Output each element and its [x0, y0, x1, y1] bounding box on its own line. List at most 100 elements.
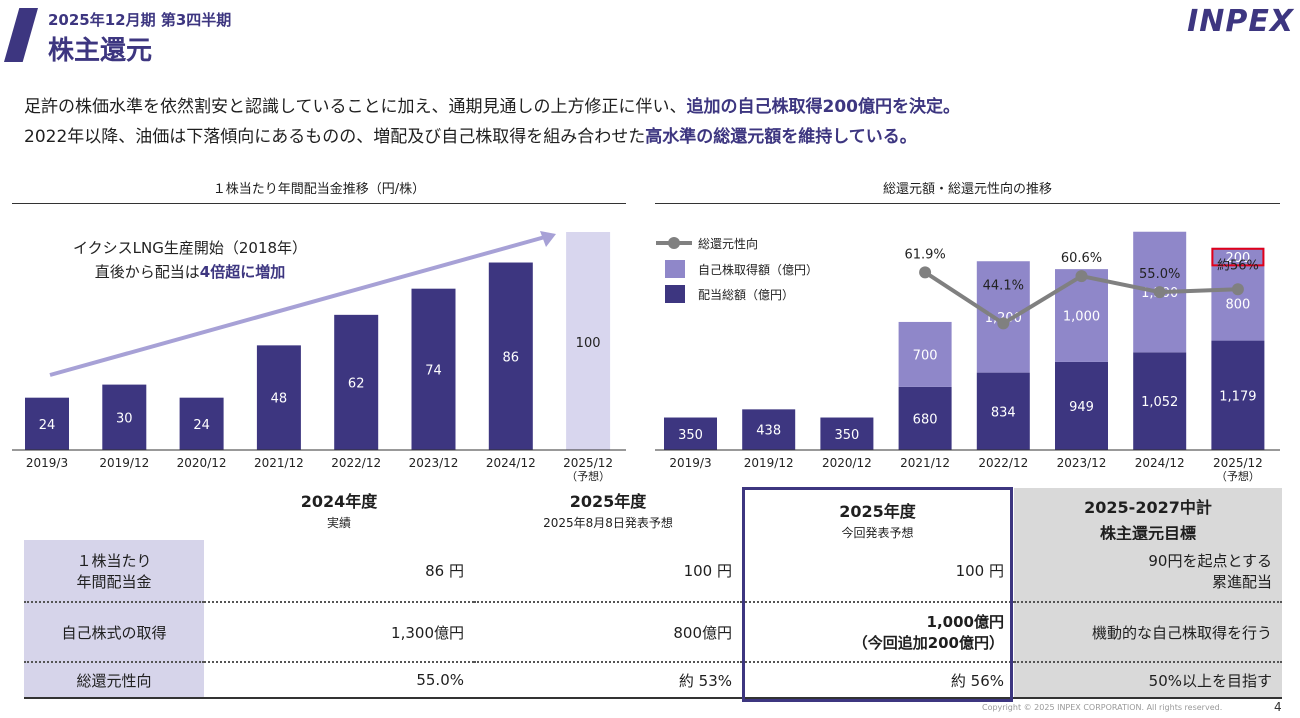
- return-x-tick: 2025/12: [1213, 456, 1263, 470]
- payout-ratio-point: [997, 317, 1010, 330]
- row-label-dividend-line1: １株当たり: [76, 551, 152, 570]
- dividend-total-bar-2024/12: [1133, 352, 1187, 450]
- title-accent-slash: [4, 8, 38, 62]
- dividend-annotation-line1: イクシスLNG生産開始（2018年）: [73, 239, 307, 257]
- payout-ratio-label: 60.6%: [1061, 251, 1102, 266]
- dividend-bar-2019/3: [25, 397, 69, 450]
- cell-dividend-target: 90円を起点とする累進配当: [1014, 540, 1282, 603]
- lead-line-1: 足許の株価水準を依然割安と認識していることに加え、通期見通しの上方修正に伴い、追…: [24, 92, 960, 117]
- lead-line-2: 2022年以降、油価は下落傾向にあるものの、増配及び自己株取得を組み合わせた高水…: [24, 122, 917, 147]
- dividend-value-label: 74: [425, 363, 442, 378]
- payout-ratio-point: [1075, 270, 1088, 283]
- dividend-total-bar-2022/12: [976, 372, 1030, 450]
- dividend-per-share-chart: 24 2019/3 30 2019/12 24 2020/12 48 2021/12 62 202…: [12, 231, 626, 483]
- buyback-label: 700: [913, 348, 938, 363]
- dividend-x-tick: 2021/12: [254, 456, 304, 470]
- buyback-bar-2022/12: [976, 261, 1030, 373]
- dividend-x-tick: 2024/12: [486, 456, 536, 470]
- return-x-tick: 2019/3: [669, 456, 711, 470]
- dividend-forecast-note: （予想）: [566, 469, 610, 483]
- page-title: 株主還元: [48, 36, 153, 66]
- dividend-total-label: 1,052: [1141, 395, 1178, 410]
- cell-dividend-target-line1: 90円を起点とする: [1148, 551, 1272, 570]
- return-forecast-note: （予想）: [1216, 469, 1260, 483]
- dividend-value-label: 62: [348, 376, 365, 391]
- cell-payout-2025-current: 約 56%: [742, 662, 1014, 699]
- table-header-midterm-sub: 株主還元目標: [1099, 524, 1196, 543]
- dividend-x-tick: 2025/12: [563, 456, 613, 470]
- dividend-total-bar-2019/3: [664, 417, 717, 450]
- table-header-midterm: 2025-2027中計 株主還元目標: [1014, 488, 1282, 543]
- copyright: Copyright © 2025 INPEX CORPORATION. All …: [982, 703, 1223, 712]
- lead-line-1-emphasis: 追加の自己株取得200億円を決定。: [686, 97, 961, 117]
- total-return-chart: 350 2019/3 438 2019/12 350 2020/12 680 700 2021/…: [655, 231, 1280, 483]
- dividend-value-label: 100: [576, 336, 601, 351]
- table-header-fy2024-sub: 実績: [326, 516, 351, 530]
- dividend-total-label: 438: [756, 424, 781, 439]
- cell-buyback-2025-current-line2: （今回追加200億円）: [852, 634, 1004, 652]
- dividend-chart-title-rule: [12, 203, 626, 204]
- added-buyback-highlight: [1211, 247, 1265, 267]
- return-x-tick: 2024/12: [1135, 456, 1185, 470]
- dividend-x-tick: 2019/12: [99, 456, 149, 470]
- payout-ratio-label: 61.9%: [904, 247, 945, 262]
- lead-line-1-text: 足許の株価水準を依然割安と認識していることに加え、通期見通しの上方修正に伴い、: [24, 97, 687, 117]
- return-chart-title-rule: [655, 203, 1280, 204]
- return-x-tick: 2022/12: [978, 456, 1028, 470]
- legend-buyback-label: 自己株取得額（億円）: [698, 262, 818, 277]
- legend-dividend-swatch: [665, 285, 685, 303]
- page-number: 4: [1274, 700, 1282, 714]
- dividend-value-label: 24: [39, 418, 56, 433]
- table-header-fy2025-current-title: 2025年度: [839, 502, 916, 521]
- dividend-bar-2025/12: [566, 232, 611, 450]
- dividend-total-label: 350: [834, 428, 859, 443]
- dividend-total-bar-2020/12: [820, 417, 874, 450]
- table-header-midterm-title: 2025-2027中計: [1084, 498, 1212, 517]
- cell-buyback-target: 機動的な自己株取得を行う: [1014, 602, 1282, 663]
- dividend-value-label: 24: [193, 418, 210, 433]
- dividend-value-label: 30: [116, 411, 133, 426]
- table-header-fy2025-current: 2025年度 今回発表予想: [742, 488, 1013, 540]
- dividend-total-label: 949: [1069, 400, 1094, 415]
- lead-line-2-emphasis: 高水準の総還元額を維持している。: [645, 127, 917, 147]
- legend-ratio-marker: [668, 237, 680, 249]
- dividend-total-bar-2021/12: [898, 386, 952, 450]
- cell-buyback-2025-aug: 800億円: [474, 602, 742, 663]
- dividend-bar-2019/12: [102, 384, 147, 450]
- cell-buyback-2025-current-line1: 1,000億円: [926, 613, 1004, 631]
- table-row: １株当たり 年間配当金 86 円 100 円 100 円 90円を起点とする 累進配…: [24, 540, 1282, 603]
- dividend-annotation-line2: 直後から配当は4倍超に増加: [95, 263, 285, 281]
- dividend-bar-2021/12: [256, 345, 301, 450]
- buyback-label: 800: [1225, 297, 1250, 312]
- growth-arrow-head: [540, 231, 556, 247]
- added-buyback-bar-2025/12: [1211, 247, 1265, 267]
- cell-buyback-2024: 1,300億円: [204, 602, 474, 663]
- cell-buyback-2025-current: 1,000億円 （今回追加200億円）: [742, 602, 1014, 663]
- return-chart-title: 総還元額・総還元性向の推移: [882, 182, 1052, 197]
- dividend-bar-2023/12: [411, 288, 456, 450]
- table-row: 自己株式の取得 1,300億円 800億円 1,000億円 （今回追加200億円）…: [24, 602, 1282, 663]
- dividend-value-label: 48: [271, 392, 288, 407]
- return-x-tick: 2021/12: [900, 456, 950, 470]
- payout-ratio-label: 44.1%: [983, 278, 1024, 293]
- row-label-buyback: 自己株式の取得: [24, 602, 204, 663]
- dividend-annotation-line2-text: 直後から配当は: [95, 263, 200, 281]
- cell-payout-2024: 55.0%: [204, 662, 474, 699]
- lead-line-2-text: 2022年以降、油価は下落傾向にあるものの、増配及び自己株取得を組み合わせた: [24, 127, 646, 147]
- dividend-total-label: 1,179: [1219, 389, 1256, 404]
- cell-dividend-target-line2: 累進配当: [1211, 572, 1272, 591]
- dividend-chart-title: １株当たり年間配当金推移（円/株）: [212, 182, 426, 197]
- payout-ratio-label: 約56%: [1217, 258, 1259, 273]
- dividend-total-label: 834: [991, 405, 1016, 420]
- legend-ratio-label: 総還元性向: [698, 236, 758, 251]
- payout-ratio-point: [1231, 283, 1244, 296]
- shareholder-return-table: １株当たり 年間配当金 86 円 100 円 100 円 90円を起点とする 累進配…: [24, 540, 1282, 699]
- return-x-tick: 2020/12: [822, 456, 872, 470]
- row-label-payout: 総還元性向: [24, 662, 204, 699]
- page-subtitle: 2025年12月期 第3四半期: [48, 11, 232, 29]
- dividend-x-tick: 2022/12: [331, 456, 381, 470]
- dividend-bar-2020/12: [179, 397, 224, 450]
- dividend-bar-2024/12: [488, 262, 533, 450]
- dividend-total-label: 680: [913, 412, 938, 427]
- cell-payout-target: 50%以上を目指す: [1014, 662, 1282, 699]
